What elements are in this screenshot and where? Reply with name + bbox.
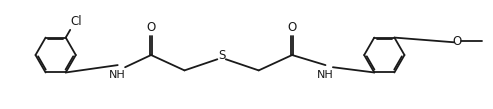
Text: Cl: Cl: [70, 15, 82, 28]
Text: NH: NH: [317, 70, 334, 80]
Text: S: S: [218, 49, 225, 61]
Text: O: O: [146, 21, 156, 34]
Text: O: O: [453, 35, 461, 48]
Text: O: O: [287, 21, 297, 34]
Text: NH: NH: [109, 70, 126, 80]
